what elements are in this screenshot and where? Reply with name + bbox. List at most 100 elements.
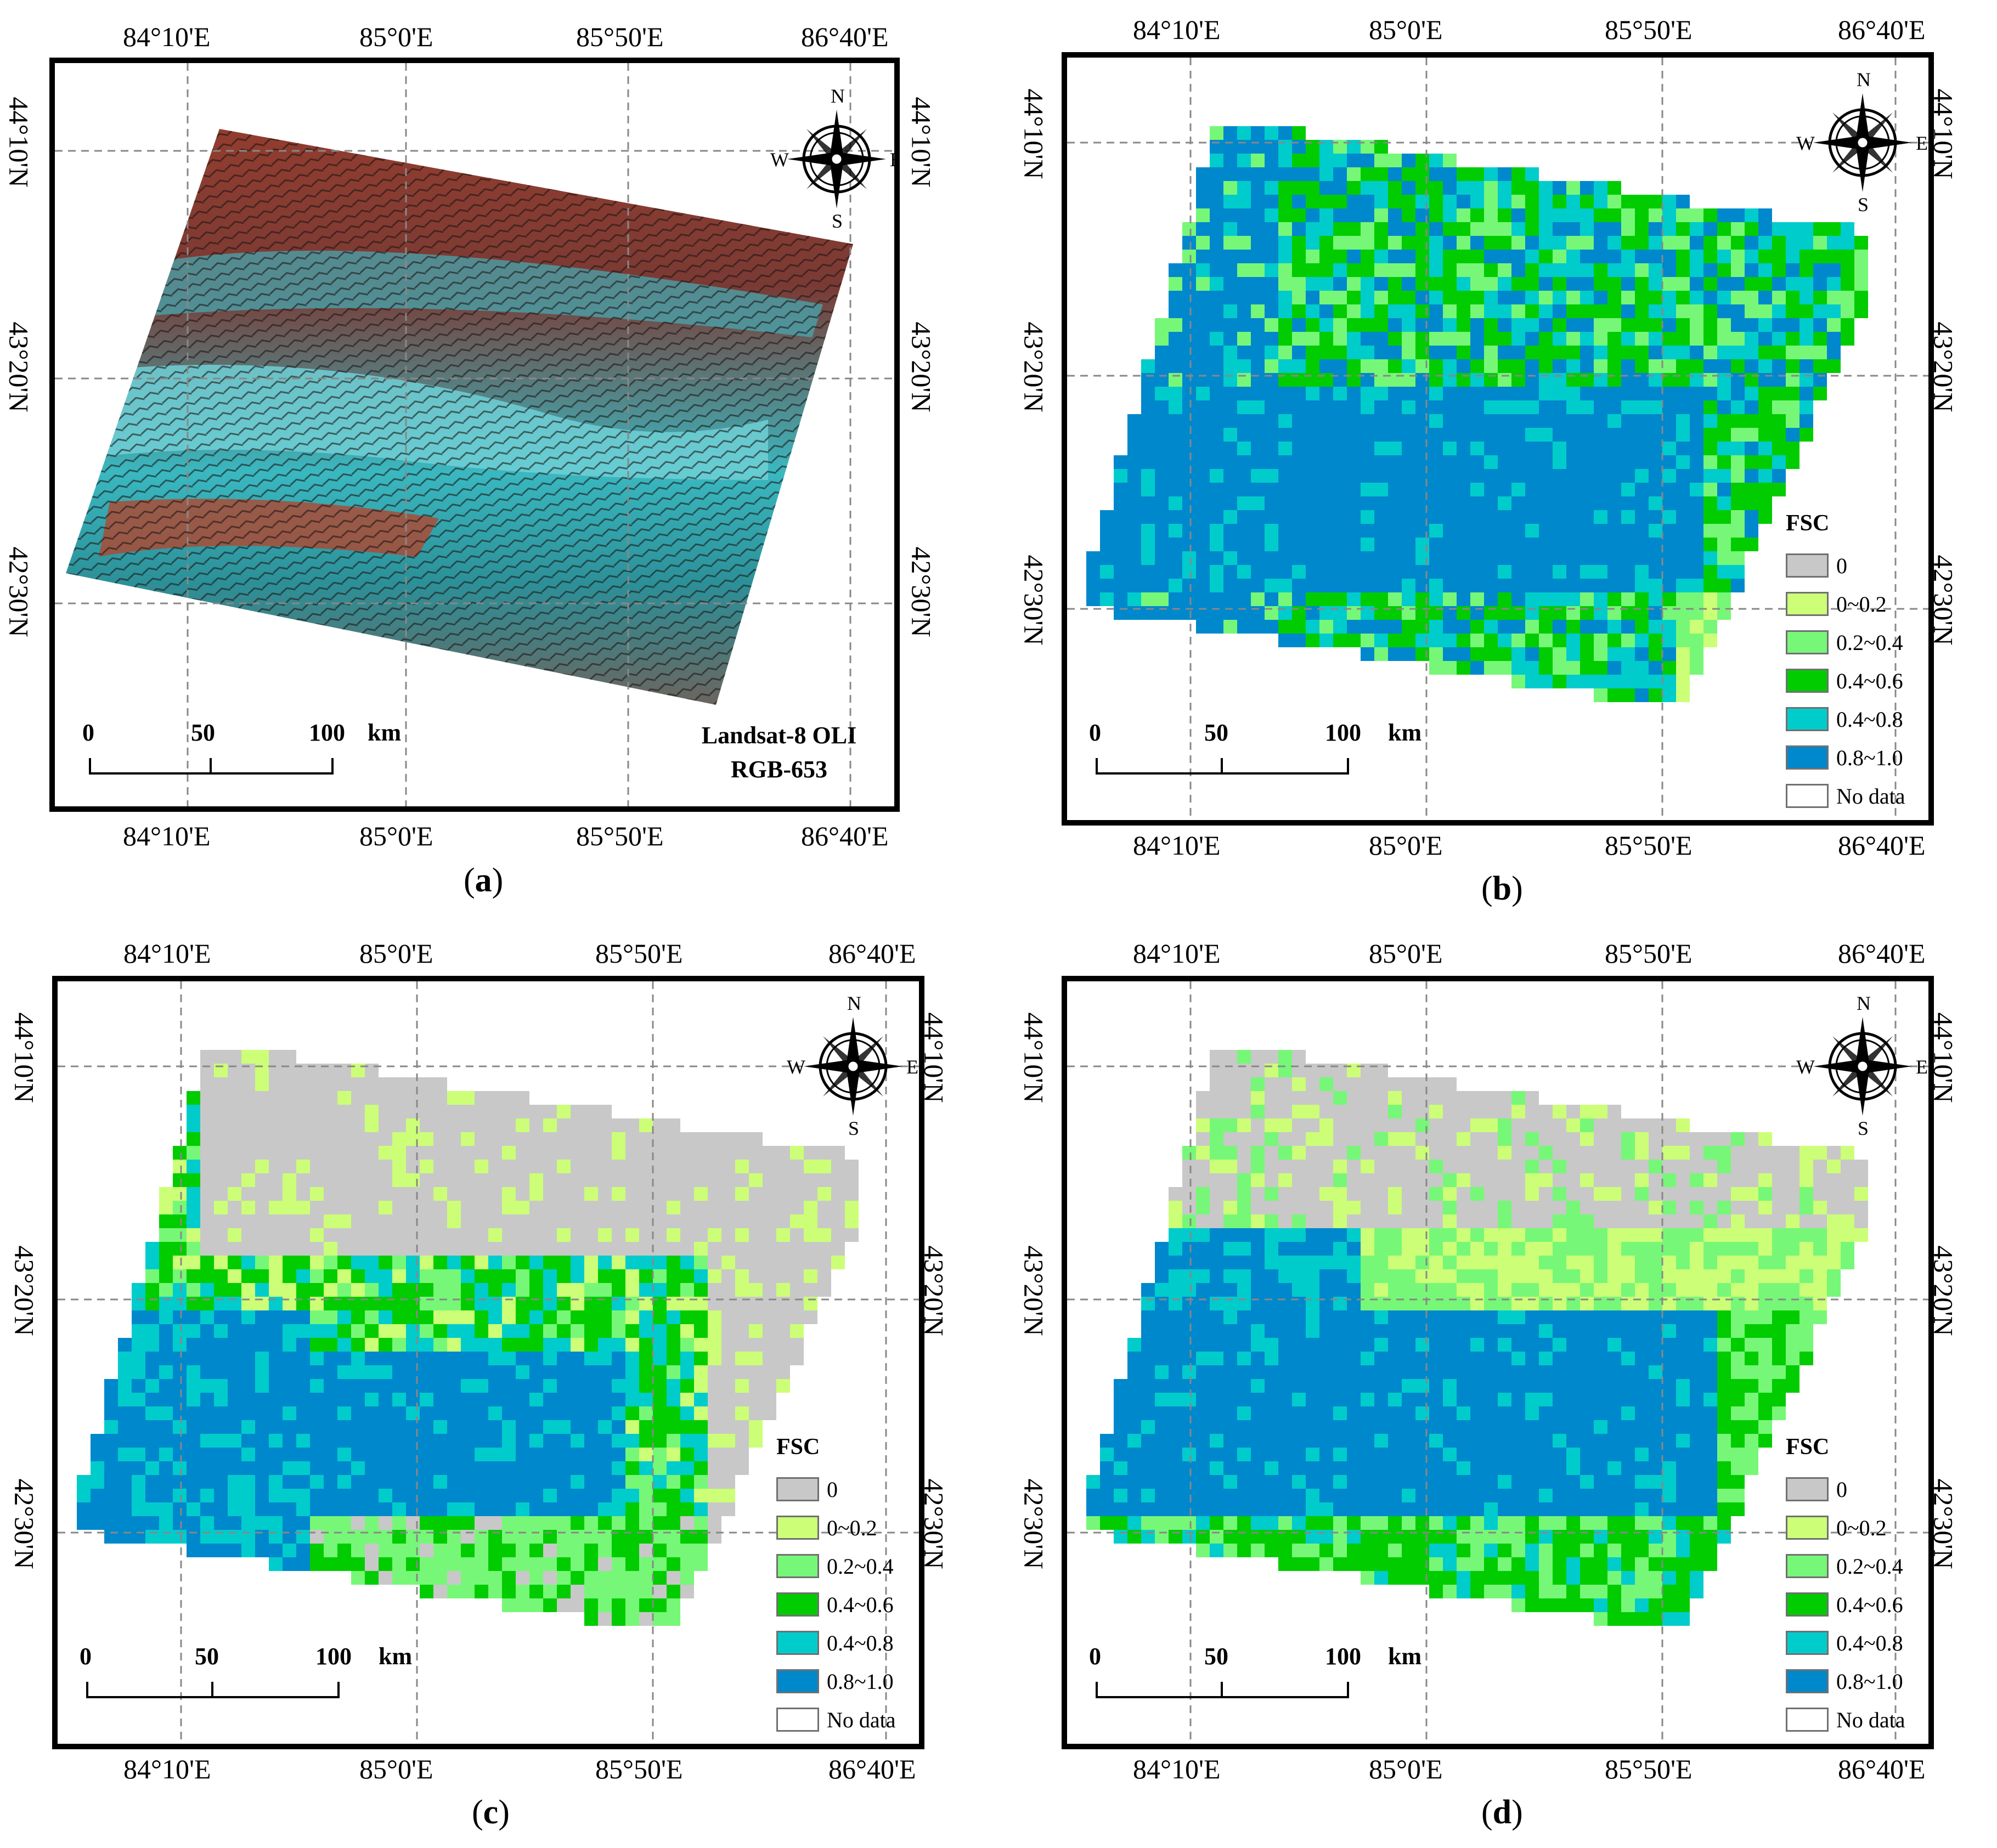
lat-tick-left: 42°30'N [1018, 1478, 1050, 1569]
lon-tick-top: 85°50'E [1605, 14, 1693, 45]
legend-item: 0~0.2 [1786, 1508, 1928, 1547]
map-frame: N S W E FSC 0 0~0.2 0.2~0.4 0.4~0.6 0.4~0.8 0… [1062, 52, 1934, 826]
legend: FSC 0 0~0.2 0.2~0.4 0.4~0.6 0.4~0.8 0.8~1.0 No… [1786, 1434, 1928, 1739]
lon-tick-bottom: 86°40'E [828, 1754, 916, 1784]
lon-tick-top: 86°40'E [1838, 938, 1926, 969]
scale-bar: 0 50 100 km [82, 719, 401, 784]
legend-item: 0.8~1.0 [1786, 738, 1928, 777]
compass-rose-icon [787, 110, 886, 208]
legend-item: No data [1786, 777, 1928, 815]
legend-item: 0.2~0.4 [1786, 623, 1928, 662]
lon-tick-top: 85°0'E [1369, 938, 1443, 969]
legend-label: No data [1836, 1707, 1905, 1732]
legend-item: 0.8~1.0 [1786, 1662, 1928, 1700]
legend-label: 0.4~0.6 [1836, 668, 1903, 693]
lat-tick-left: 43°20'N [1018, 321, 1050, 412]
scale-bar: 0 50 100 km [80, 1642, 412, 1708]
panel-d: 84°10'E 85°0'E 85°50'E 86°40'E 44°10'N 4… [1009, 924, 1997, 1847]
lat-tick-left: 44°10'N [9, 1012, 40, 1103]
legend-label: 0~0.2 [1836, 591, 1887, 617]
legend-swatch [1786, 1708, 1829, 1732]
legend-swatch [776, 1516, 819, 1540]
lon-tick-bottom: 86°40'E [1838, 830, 1926, 861]
legend-label: No data [1836, 783, 1905, 809]
legend-item: 0.2~0.4 [1786, 1547, 1928, 1585]
compass-e: E [890, 148, 894, 171]
legend-swatch [1786, 1477, 1829, 1501]
panel-caption: (d) [1481, 1794, 1523, 1831]
legend-item: 0.2~0.4 [776, 1547, 919, 1585]
fsc-raster [58, 981, 919, 1744]
legend-title: FSC [776, 1434, 820, 1460]
compass: N S W E [770, 85, 894, 232]
lon-tick-bottom: 84°10'E [123, 821, 211, 851]
compass-e: E [1916, 132, 1928, 154]
compass-n: N [831, 85, 845, 107]
sensor-name: Landsat-8 OLI [701, 722, 857, 749]
legend-swatch [776, 1554, 819, 1578]
legend-item: 0.4~0.6 [776, 1585, 919, 1624]
lat-tick-left: 43°20'N [3, 321, 35, 412]
legend-label: 0.2~0.4 [827, 1553, 894, 1579]
legend-label: 0.8~1.0 [827, 1669, 894, 1694]
legend-swatch [1786, 630, 1829, 654]
lon-tick-top: 86°40'E [1838, 14, 1926, 45]
legend-swatch [1786, 592, 1829, 616]
compass: N S W E [1796, 69, 1928, 216]
legend-label: No data [827, 1707, 896, 1732]
lon-tick-top: 84°10'E [1133, 938, 1221, 969]
scale-bar: 0 50 100 km [1089, 719, 1421, 784]
lat-tick-left: 44°10'N [1018, 1012, 1050, 1103]
compass-n: N [1857, 992, 1871, 1014]
lon-tick-top: 86°40'E [801, 21, 889, 52]
lon-tick-top: 85°50'E [1605, 938, 1693, 969]
legend-swatch [776, 1592, 819, 1617]
compass: N S W E [1796, 992, 1928, 1139]
legend-item: 0 [1786, 546, 1928, 585]
legend-item: 0.4~0.6 [1786, 1585, 1928, 1624]
legend-label: 0.4~0.8 [1836, 707, 1903, 732]
legend-swatch [1786, 745, 1829, 770]
legend-item: 0.4~0.8 [776, 1624, 919, 1662]
legend: FSC 0 0~0.2 0.2~0.4 0.4~0.6 0.4~0.8 0.8~1.0 No… [1786, 510, 1928, 815]
legend-item: 0~0.2 [776, 1508, 919, 1547]
panel-caption: (a) [464, 862, 504, 899]
lat-tick-left: 44°10'N [3, 97, 35, 188]
lon-tick-top: 84°10'E [123, 938, 211, 969]
scale-bar: 0 50 100 km [1089, 1642, 1421, 1708]
legend-label: 0.8~1.0 [1836, 1669, 1903, 1694]
map-frame: N S W E FSC 0 0~0.2 0.2~0.4 0.4~0.6 0.4~0.8 0… [1062, 976, 1934, 1749]
legend-label: 0.8~1.0 [1836, 745, 1903, 770]
lon-tick-top: 85°0'E [359, 21, 433, 52]
lat-tick-right: 42°30'N [906, 546, 937, 637]
legend-item: 0.4~0.8 [1786, 700, 1928, 738]
lon-tick-top: 86°40'E [828, 938, 916, 969]
legend-item: No data [1786, 1700, 1928, 1739]
lon-tick-bottom: 84°10'E [1133, 830, 1221, 861]
legend-item: 0.4~0.6 [1786, 662, 1928, 700]
fsc-raster [1067, 58, 1928, 820]
legend-item: 0.8~1.0 [776, 1662, 919, 1700]
compass-e: E [906, 1056, 918, 1078]
panel-caption: (c) [472, 1794, 510, 1831]
legend-label: 0 [1836, 1477, 1847, 1502]
lon-tick-bottom: 84°10'E [1133, 1754, 1221, 1784]
panel-a: 84°10'E 85°0'E 85°50'E 86°40'E 44°10'N 4… [0, 0, 988, 924]
lon-tick-bottom: 85°0'E [1369, 1754, 1443, 1784]
legend-title: FSC [1786, 1434, 1830, 1460]
landsat-image [55, 63, 894, 806]
lat-tick-right: 44°10'N [906, 97, 937, 188]
legend-label: 0 [827, 1477, 838, 1502]
lon-tick-top: 85°0'E [1369, 14, 1443, 45]
legend-swatch [1786, 1516, 1829, 1540]
compass-e: E [1916, 1056, 1928, 1078]
legend-item: 0 [776, 1470, 919, 1508]
legend-swatch [1786, 1669, 1829, 1693]
legend-item: 0.4~0.8 [1786, 1624, 1928, 1662]
legend-swatch [776, 1708, 819, 1732]
lon-tick-bottom: 84°10'E [123, 1754, 211, 1784]
compass-w: W [1796, 132, 1815, 154]
legend-label: 0.4~0.8 [1836, 1630, 1903, 1655]
compass-rose-icon [1813, 1017, 1912, 1116]
lon-tick-top: 85°50'E [595, 938, 683, 969]
